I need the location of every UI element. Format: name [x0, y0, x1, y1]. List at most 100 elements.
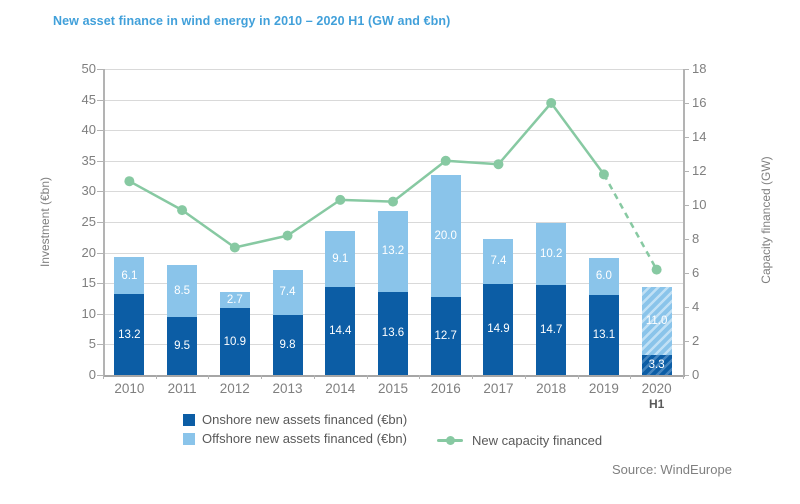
right-axis-tick-label: 0 [692, 367, 700, 382]
chart-title: New asset finance in wind energy in 2010… [53, 14, 451, 28]
bar-value-offshore-2018: 10.2 [539, 247, 563, 260]
x-axis-tick [472, 375, 474, 379]
offshore-swatch-icon [183, 432, 195, 445]
bar-segment-offshore-2012: 2.7 [219, 291, 250, 309]
legend-label-capacity: New capacity financed [472, 433, 603, 448]
x-axis-tick [577, 375, 579, 379]
bar-value-offshore-2020: 11.0 [645, 315, 668, 328]
bar-value-onshore-2019: 13.1 [592, 328, 616, 341]
line-point-2020 [651, 264, 662, 275]
right-axis-tick [683, 375, 689, 376]
x-axis-label-2019: 2019 [588, 381, 619, 396]
bar-value-offshore-2013: 7.4 [279, 286, 296, 299]
bar-segment-offshore-2015: 13.2 [378, 210, 408, 292]
left-axis-tick [97, 313, 103, 315]
x-axis-label-2017: 2017 [483, 381, 514, 396]
left-axis-tick-label: 40 [81, 122, 96, 138]
x-axis-tick [683, 375, 684, 379]
bar-value-onshore-2013: 9.8 [279, 339, 296, 351]
bar-segment-onshore-2016: 12.7 [430, 297, 461, 375]
left-axis-tick-label: 30 [81, 183, 96, 199]
line-point-2018 [546, 98, 557, 108]
right-axis-tick [683, 307, 689, 308]
bar-segment-onshore-2010: 13.2 [114, 294, 145, 375]
left-axis-tick [97, 344, 103, 346]
left-axis-tick-label: 45 [81, 91, 96, 107]
gridline [103, 69, 683, 70]
bar-value-offshore-2016: 20.0 [434, 230, 457, 243]
x-axis-tick [366, 375, 368, 379]
x-axis-label-2020: 2020 H1 [631, 382, 683, 412]
bar-value-offshore-2017: 7.4 [490, 255, 507, 268]
right-axis-tick [683, 273, 689, 274]
left-axis-tick [97, 160, 103, 162]
x-axis-label-2011: 2011 [167, 381, 197, 396]
bar-segment-offshore-2018: 10.2 [536, 222, 567, 286]
bar-value-onshore-2020: 3.3 [648, 358, 665, 371]
right-axis-tick-label: 6 [692, 265, 700, 280]
x-axis-label-2015: 2015 [377, 381, 409, 396]
x-axis-tick [419, 375, 421, 379]
line-point-2015 [388, 196, 398, 207]
left-axis-tick [97, 130, 103, 132]
x-axis-label-2013: 2013 [272, 381, 303, 396]
left-axis-tick [97, 69, 103, 70]
bar-segment-onshore-2013: 9.8 [272, 315, 303, 375]
bar-segment-onshore-2020: 3.3 [641, 354, 672, 375]
x-axis-tick [524, 375, 526, 379]
left-axis-tick-label: 20 [81, 244, 96, 260]
legend-item-onshore: Onshore new assets financed (€bn) [183, 412, 407, 427]
right-axis-tick [683, 205, 689, 206]
bar-value-offshore-2015: 13.2 [381, 245, 405, 258]
right-axis-tick [683, 137, 689, 138]
x-axis-label-2014: 2014 [325, 381, 356, 396]
left-axis-tick [97, 99, 103, 101]
bar-value-offshore-2019: 6.0 [595, 270, 612, 283]
bar-segment-onshore-2014: 14.4 [325, 286, 356, 375]
x-axis-sublabel-h1: H1 [648, 397, 665, 411]
left-axis-title: Investment (€bn) [38, 176, 52, 268]
legend-label-onshore: Onshore new assets financed (€bn) [202, 412, 408, 427]
bar-segment-onshore-2015: 13.6 [378, 291, 408, 375]
gridline [103, 130, 683, 132]
source-credit: Source: WindEurope [612, 462, 732, 477]
bar-value-onshore-2015: 13.6 [381, 327, 405, 340]
line-marker-icon [437, 436, 463, 445]
right-axis-title: Capacity financed (GW) [759, 156, 773, 284]
bar-segment-offshore-2016: 20.0 [430, 174, 461, 298]
right-axis-tick [683, 171, 689, 172]
left-axis-tick-label: 0 [88, 367, 96, 382]
x-axis-tick [313, 375, 315, 379]
bar-value-offshore-2010: 6.1 [121, 269, 138, 282]
right-axis-tick [683, 69, 689, 70]
right-axis-tick-label: 4 [692, 299, 700, 314]
bar-segment-onshore-2019: 13.1 [588, 294, 619, 375]
left-axis-tick [97, 191, 103, 193]
bar-segment-offshore-2014: 9.1 [325, 231, 356, 287]
left-axis-tick-label: 50 [81, 61, 96, 76]
x-axis-label-2016: 2016 [430, 381, 461, 396]
onshore-swatch-icon [183, 413, 195, 426]
left-axis-tick [97, 375, 103, 376]
left-axis-tick-label: 35 [81, 152, 96, 168]
right-axis-tick-label: 10 [692, 197, 707, 212]
bar-value-onshore-2014: 14.4 [329, 324, 352, 337]
line-point-2014 [335, 194, 346, 205]
bar-segment-offshore-2019: 6.0 [588, 258, 619, 295]
bar-value-onshore-2010: 13.2 [118, 328, 141, 341]
line-point-2013 [282, 230, 293, 241]
x-axis-label-2010: 2010 [114, 381, 145, 396]
left-axis-line [103, 69, 105, 375]
x-axis-tick [630, 375, 632, 379]
left-axis-tick [97, 283, 103, 285]
bar-value-offshore-2014: 9.1 [332, 253, 349, 266]
bar-segment-offshore-2010: 6.1 [114, 256, 145, 295]
right-axis-tick-label: 8 [692, 231, 700, 246]
bar-segment-offshore-2011: 8.5 [167, 264, 198, 317]
line-point-2017 [493, 159, 504, 170]
right-axis-tick-label: 2 [692, 333, 700, 348]
gridline [103, 160, 683, 162]
left-axis-tick [97, 222, 103, 223]
right-axis-tick [683, 341, 689, 342]
